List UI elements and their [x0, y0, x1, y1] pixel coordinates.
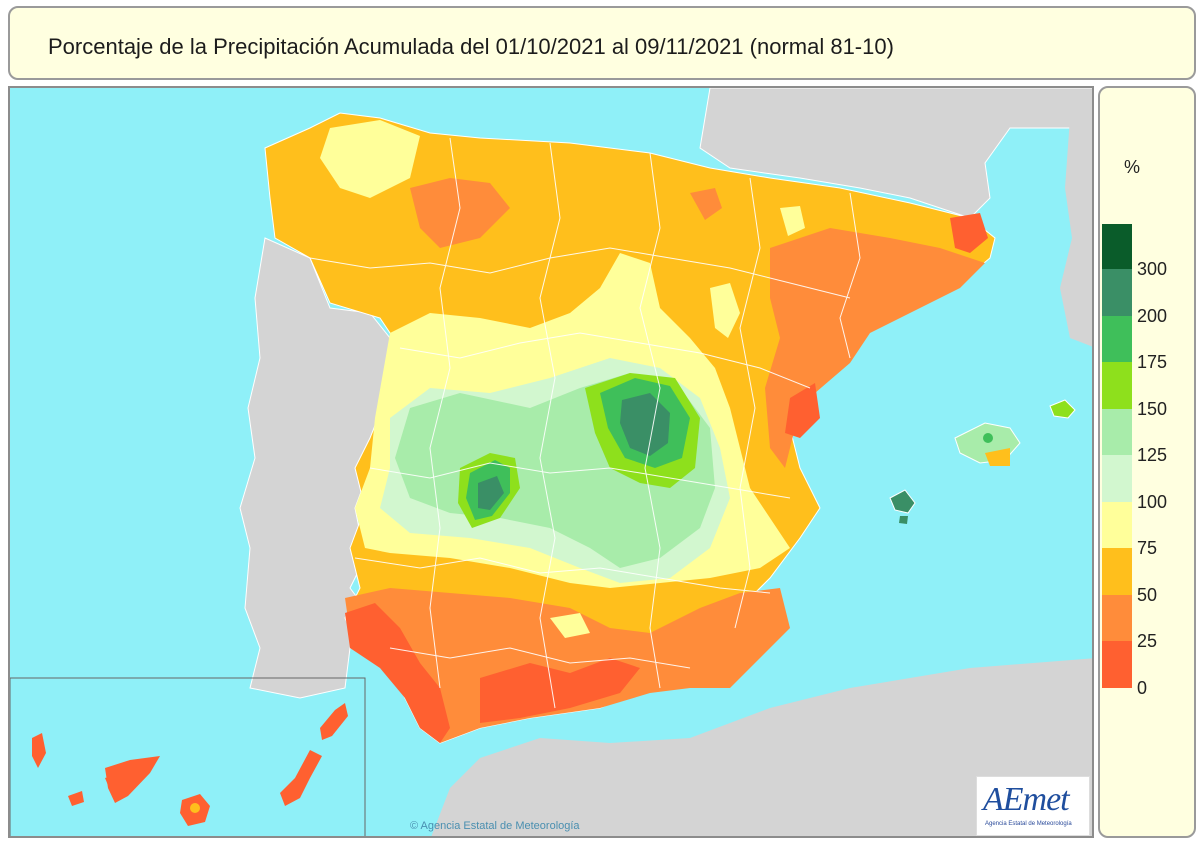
gran-canaria-spot: [190, 803, 200, 813]
legend-label: 200: [1137, 305, 1168, 326]
canary-inset: [10, 677, 366, 836]
la-palma: [32, 733, 46, 768]
precipitation-map: [10, 88, 1092, 836]
aemet-logo: AEmet Agencia Estatal de Meteorología: [976, 776, 1090, 836]
legend-swatch: [1102, 315, 1132, 362]
zone-yellow-patch-1: [710, 283, 740, 338]
zone-orange-south: [345, 588, 790, 743]
legend-swatch: [1102, 594, 1132, 641]
map-title: Porcentaje de la Precipitación Acumulada…: [48, 34, 894, 59]
zone-green-200: [620, 393, 670, 456]
legend-label: 75: [1137, 538, 1158, 558]
legend-label: 125: [1137, 445, 1168, 465]
legend-swatch: [1102, 548, 1132, 595]
lanzarote: [320, 703, 348, 740]
corsica-sardinia: [1060, 109, 1092, 347]
legend-label: 0: [1137, 677, 1148, 698]
menorca: [1049, 399, 1076, 419]
legend-unit: %: [1124, 157, 1141, 177]
legend-swatch: [1102, 455, 1132, 502]
zone-red-south: [480, 658, 640, 723]
legend-swatch: [1102, 408, 1132, 455]
zone-red-southwest: [345, 603, 450, 743]
formentera: [899, 516, 908, 524]
legend-label: 150: [1137, 398, 1168, 419]
zone-yellow-patch-2: [780, 206, 805, 236]
zone-green-200-west: [478, 476, 504, 510]
legend-label: 100: [1137, 491, 1168, 512]
zone-yellow-south-spot: [550, 613, 590, 638]
zone-orange-east: [765, 228, 985, 468]
aemet-logo-text: AEmet: [983, 781, 1070, 818]
legend-swatch: [1102, 362, 1132, 409]
aemet-logo-subtitle: Agencia Estatal de Meteorología: [985, 821, 1072, 827]
province-borders: [309, 137, 861, 709]
zone-orange-north: [410, 178, 510, 248]
zone-red-northeast: [950, 213, 988, 253]
legend-label: 175: [1137, 352, 1168, 372]
legend-label: 25: [1137, 631, 1158, 651]
fuerteventura: [280, 750, 322, 806]
legend-label: 300: [1137, 259, 1168, 279]
mallorca-south: [985, 448, 1010, 466]
zone-yellow-patch-3: [690, 188, 722, 220]
africa-landmass: [431, 658, 1092, 836]
title-box: Porcentaje de la Precipitación Acumulada…: [8, 6, 1196, 80]
zone-red-east: [785, 383, 820, 438]
zone-yellow-north: [320, 120, 420, 198]
copyright-text: © Agencia Estatal de Meteorología: [410, 820, 580, 832]
legend-swatch: [1102, 641, 1132, 688]
map-area[interactable]: [8, 86, 1094, 838]
tenerife: [105, 756, 160, 803]
legend-label: 50: [1137, 584, 1158, 605]
el-hierro: [68, 791, 84, 806]
ibiza: [889, 489, 916, 514]
mallorca-spot: [983, 433, 993, 443]
legend-swatch: [1102, 501, 1132, 548]
legend-swatch: [1102, 269, 1132, 316]
legend-swatch: [1102, 224, 1132, 269]
